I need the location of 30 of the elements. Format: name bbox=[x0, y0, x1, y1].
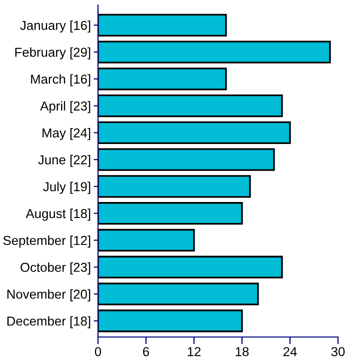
y-tick-label: March [16] bbox=[31, 74, 90, 86]
y-tick-label: May [24] bbox=[42, 128, 90, 140]
bar bbox=[98, 68, 227, 90]
y-tick-label: September [12] bbox=[3, 236, 90, 248]
y-tick-label: August [18] bbox=[26, 208, 90, 221]
bar bbox=[98, 282, 259, 306]
bar bbox=[98, 202, 243, 225]
bar bbox=[98, 175, 251, 198]
x-tick-label: 6 bbox=[143, 347, 150, 356]
bar bbox=[98, 40, 331, 64]
y-tick-label: January [16] bbox=[20, 20, 90, 33]
bar bbox=[98, 256, 283, 278]
y-tick-label: February [29] bbox=[15, 47, 90, 60]
y-tick-label: April [23] bbox=[40, 101, 90, 114]
y-tick-label: July [19] bbox=[43, 182, 90, 194]
bar bbox=[98, 148, 275, 171]
x-tick-label: 0 bbox=[94, 347, 102, 356]
bar bbox=[98, 94, 283, 118]
bar bbox=[98, 228, 195, 252]
x-tick-label: 30 bbox=[331, 347, 345, 356]
y-tick-label: December [18] bbox=[7, 316, 90, 328]
bar bbox=[98, 14, 227, 36]
y-tick-label: November [20] bbox=[7, 289, 90, 302]
y-tick-label: October [23] bbox=[20, 262, 90, 274]
x-tick-label: 18 bbox=[236, 347, 249, 356]
x-tick-label: 24 bbox=[283, 347, 297, 356]
x-tick-label: 12 bbox=[188, 347, 201, 356]
bar bbox=[98, 121, 291, 144]
y-tick-label: June [22] bbox=[38, 154, 90, 167]
bar bbox=[98, 310, 243, 332]
